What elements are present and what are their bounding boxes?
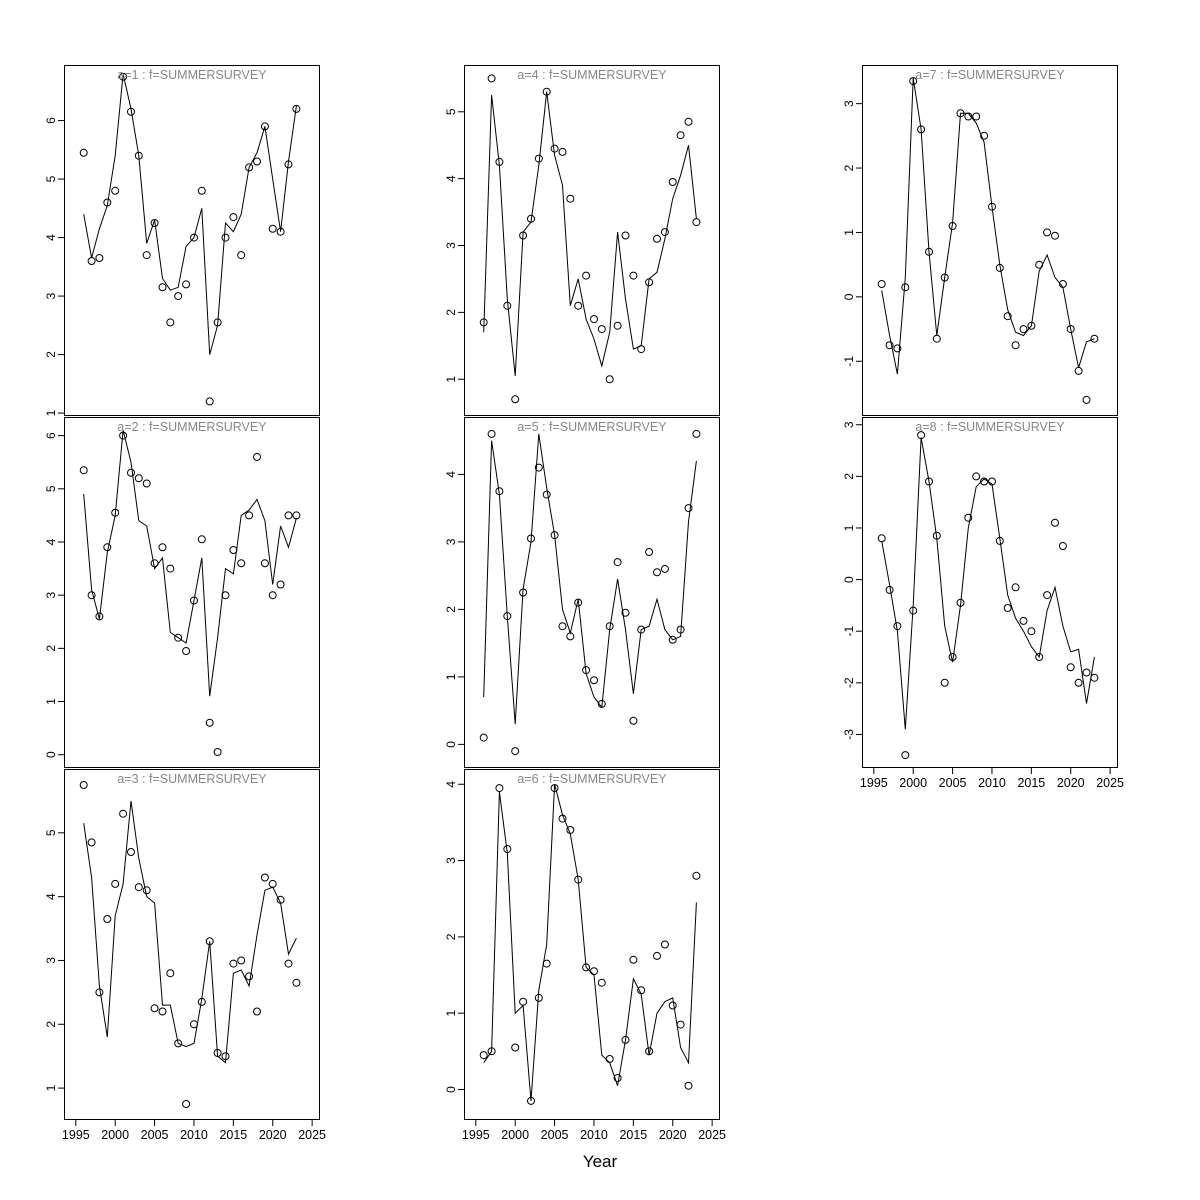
svg-text:5: 5	[44, 485, 58, 492]
svg-text:2020: 2020	[659, 1128, 687, 1142]
svg-text:3: 3	[444, 538, 458, 545]
svg-text:3: 3	[44, 592, 58, 599]
svg-text:2005: 2005	[939, 776, 967, 790]
panel-a8: -3 -2 -1 0 1 2 3 1995 2000 2005 2010 2015 2020 2025 a=…	[842, 417, 1124, 790]
svg-text:2000: 2000	[101, 1128, 129, 1142]
svg-text:a=7 : f=SUMMERSURVEY: a=7 : f=SUMMERSURVEY	[915, 68, 1065, 82]
svg-text:3: 3	[444, 242, 458, 249]
svg-text:2010: 2010	[580, 1128, 608, 1142]
svg-text:2000: 2000	[899, 776, 927, 790]
svg-text:2000: 2000	[501, 1128, 529, 1142]
plot-svg: 0 1 2 3 4 1995 2000 2005 2010 2015 2020 2025 a=6 : f…	[444, 769, 726, 1142]
panel-a3: 1 2 3 4 5 1995 2000 2005 2010 2015 2020 2025 a=3 : f…	[44, 769, 326, 1142]
svg-text:3: 3	[44, 292, 58, 299]
svg-text:2: 2	[44, 351, 58, 358]
svg-text:4: 4	[444, 781, 458, 788]
svg-text:2005: 2005	[141, 1128, 169, 1142]
plot-svg: 0 1 2 3 4 5 6 a=2 : f=SUMMERSURVEY	[44, 417, 320, 768]
svg-text:1: 1	[444, 376, 458, 383]
svg-text:1: 1	[444, 1010, 458, 1017]
svg-text:2015: 2015	[619, 1128, 647, 1142]
svg-text:a=3 : f=SUMMERSURVEY: a=3 : f=SUMMERSURVEY	[117, 772, 267, 786]
svg-text:2015: 2015	[219, 1128, 247, 1142]
svg-text:5: 5	[444, 108, 458, 115]
plot-svg: -1 0 1 2 3 a=7 : f=SUMMERSURVEY	[842, 65, 1118, 416]
svg-text:a=8 : f=SUMMERSURVEY: a=8 : f=SUMMERSURVEY	[915, 420, 1065, 434]
svg-text:1995: 1995	[860, 776, 888, 790]
svg-text:1995: 1995	[462, 1128, 490, 1142]
svg-text:1995: 1995	[62, 1128, 90, 1142]
svg-text:2: 2	[444, 933, 458, 940]
svg-text:0: 0	[842, 293, 856, 300]
svg-text:a=1 : f=SUMMERSURVEY: a=1 : f=SUMMERSURVEY	[117, 68, 267, 82]
svg-text:4: 4	[44, 538, 58, 545]
svg-text:6: 6	[44, 117, 58, 124]
svg-text:2: 2	[842, 473, 856, 480]
svg-text:2: 2	[44, 1021, 58, 1028]
svg-text:-1: -1	[842, 626, 856, 637]
plot-svg: -3 -2 -1 0 1 2 3 1995 2000 2005 2010 2015 2020 2025 a=…	[842, 417, 1124, 790]
svg-text:5: 5	[44, 175, 58, 182]
svg-text:a=2 : f=SUMMERSURVEY: a=2 : f=SUMMERSURVEY	[117, 420, 267, 434]
svg-text:3: 3	[842, 421, 856, 428]
svg-text:2020: 2020	[1057, 776, 1085, 790]
svg-text:3: 3	[44, 957, 58, 964]
svg-text:1: 1	[44, 698, 58, 705]
panel-a2: 0 1 2 3 4 5 6 a=2 : f=SUMMERSURVEY	[44, 417, 320, 768]
svg-text:2020: 2020	[259, 1128, 287, 1142]
svg-text:2005: 2005	[541, 1128, 569, 1142]
svg-text:1: 1	[44, 1084, 58, 1091]
svg-text:4: 4	[444, 471, 458, 478]
panel-a4: 1 2 3 4 5 a=4 : f=SUMMERSURVEY	[444, 65, 720, 416]
svg-text:2: 2	[842, 164, 856, 171]
svg-text:0: 0	[44, 751, 58, 758]
svg-text:a=4 : f=SUMMERSURVEY: a=4 : f=SUMMERSURVEY	[517, 68, 667, 82]
svg-text:2: 2	[444, 606, 458, 613]
panel-a5: 0 1 2 3 4 a=5 : f=SUMMERSURVEY	[444, 417, 720, 768]
svg-text:2025: 2025	[298, 1128, 326, 1142]
plot-svg: 1 2 3 4 5 6 a=1 : f=SUMMERSURVEY	[44, 65, 320, 416]
svg-text:2015: 2015	[1017, 776, 1045, 790]
svg-text:1: 1	[842, 524, 856, 531]
panel-a7: -1 0 1 2 3 a=7 : f=SUMMERSURVEY	[842, 65, 1118, 416]
svg-text:0: 0	[842, 576, 856, 583]
svg-text:2010: 2010	[180, 1128, 208, 1142]
svg-text:0: 0	[444, 741, 458, 748]
svg-text:2025: 2025	[698, 1128, 726, 1142]
svg-text:a=6 : f=SUMMERSURVEY: a=6 : f=SUMMERSURVEY	[517, 772, 667, 786]
plot-svg: 0 1 2 3 4 a=5 : f=SUMMERSURVEY	[444, 417, 720, 768]
svg-text:5: 5	[44, 829, 58, 836]
svg-text:1: 1	[842, 229, 856, 236]
svg-text:0: 0	[444, 1086, 458, 1093]
svg-text:2010: 2010	[978, 776, 1006, 790]
svg-text:3: 3	[842, 100, 856, 107]
panel-a1: 1 2 3 4 5 6 a=1 : f=SUMMERSURVEY	[44, 65, 320, 416]
svg-text:1: 1	[44, 409, 58, 416]
plot-svg: 1 2 3 4 5 a=4 : f=SUMMERSURVEY	[444, 65, 720, 416]
x-axis-title: Year	[582, 1152, 618, 1171]
svg-text:1: 1	[444, 673, 458, 680]
svg-text:2: 2	[44, 645, 58, 652]
svg-text:4: 4	[444, 175, 458, 182]
svg-text:3: 3	[444, 857, 458, 864]
svg-text:4: 4	[44, 893, 58, 900]
svg-text:4: 4	[44, 234, 58, 241]
svg-text:2025: 2025	[1096, 776, 1124, 790]
svg-text:-3: -3	[842, 729, 856, 740]
panel-a6: 0 1 2 3 4 1995 2000 2005 2010 2015 2020 2025 a=6 : f…	[444, 769, 726, 1142]
svg-text:a=5 : f=SUMMERSURVEY: a=5 : f=SUMMERSURVEY	[517, 420, 667, 434]
svg-text:6: 6	[44, 432, 58, 439]
plot-svg: 1 2 3 4 5 1995 2000 2005 2010 2015 2020 2025 a=3 : f…	[44, 769, 326, 1142]
svg-text:-1: -1	[842, 356, 856, 367]
svg-text:-2: -2	[842, 677, 856, 688]
svg-text:2: 2	[444, 309, 458, 316]
